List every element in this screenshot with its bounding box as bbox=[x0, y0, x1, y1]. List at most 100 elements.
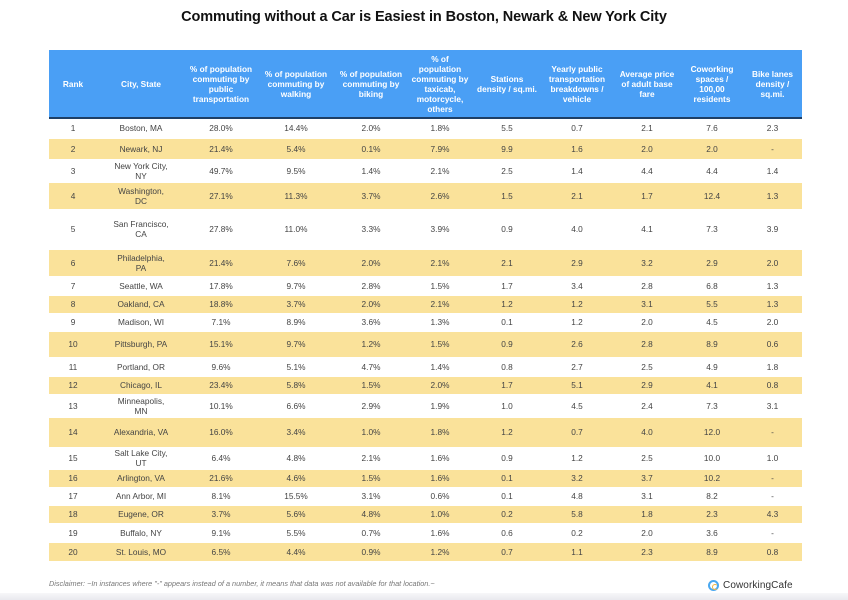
cell-city-state: Seattle, WA bbox=[97, 276, 185, 295]
cell-breakdowns: 1.1 bbox=[541, 541, 613, 562]
cell-city-state: Ann Arbor, MI bbox=[97, 487, 185, 505]
cell-public-transport: 21.6% bbox=[185, 468, 257, 488]
cell-public-transport: 3.7% bbox=[185, 504, 257, 524]
cell-rank: 17 bbox=[49, 487, 97, 505]
brand-name: CoworkingCafe bbox=[723, 580, 793, 591]
cell-city-state: Oakland, CA bbox=[97, 294, 185, 314]
cell-city-state: San Francisco, CA bbox=[97, 209, 185, 249]
column-header-taxi-other: % of population commuting by taxicab, mo… bbox=[407, 50, 473, 119]
coworkingcafe-logo-icon bbox=[708, 580, 719, 591]
cell-base-fare: 2.4 bbox=[613, 394, 681, 417]
cell-stations-density: 9.9 bbox=[473, 137, 541, 160]
cell-base-fare: 2.9 bbox=[613, 375, 681, 395]
cell-biking: 4.8% bbox=[335, 504, 407, 524]
cell-biking: 2.8% bbox=[335, 276, 407, 295]
cell-walking: 4.4% bbox=[257, 541, 335, 562]
cell-breakdowns: 4.0 bbox=[541, 209, 613, 249]
cell-rank: 6 bbox=[49, 248, 97, 277]
cell-bike-lanes-density: 1.0 bbox=[743, 447, 802, 469]
table-row: 2 Newark, NJ 21.4% 5.4% 0.1% 7.9% 9.9 1.6 2.0 2.0… bbox=[49, 137, 802, 160]
cell-taxi-other: 7.9% bbox=[407, 137, 473, 160]
table-row: 13 Minneapolis, MN 10.1% 6.6% 2.9% 1.9% 1.0 4.5… bbox=[49, 394, 802, 417]
cell-bike-lanes-density: - bbox=[743, 137, 802, 160]
cell-taxi-other: 2.1% bbox=[407, 159, 473, 182]
cell-rank: 16 bbox=[49, 468, 97, 488]
cell-stations-density: 0.2 bbox=[473, 504, 541, 524]
cell-rank: 4 bbox=[49, 181, 97, 210]
cell-taxi-other: 1.4% bbox=[407, 357, 473, 376]
cell-rank: 9 bbox=[49, 313, 97, 331]
cell-bike-lanes-density: 1.4 bbox=[743, 159, 802, 182]
cell-biking: 0.9% bbox=[335, 541, 407, 562]
cell-stations-density: 0.7 bbox=[473, 541, 541, 562]
cell-city-state: New York City, NY bbox=[97, 159, 185, 182]
cell-bike-lanes-density: 1.8 bbox=[743, 357, 802, 376]
cell-biking: 1.5% bbox=[335, 375, 407, 395]
cell-taxi-other: 3.9% bbox=[407, 209, 473, 249]
cell-coworking-spaces: 7.3 bbox=[681, 209, 743, 249]
column-header-public-transport: % of population commuting by public tran… bbox=[185, 50, 257, 119]
cell-biking: 1.4% bbox=[335, 159, 407, 182]
cell-base-fare: 2.1 bbox=[613, 118, 681, 138]
cell-public-transport: 27.1% bbox=[185, 181, 257, 210]
cell-public-transport: 21.4% bbox=[185, 248, 257, 277]
table-row: 12 Chicago, IL 23.4% 5.8% 1.5% 2.0% 1.7 5.1 2.9 4… bbox=[49, 375, 802, 395]
cell-rank: 2 bbox=[49, 137, 97, 160]
cell-rank: 13 bbox=[49, 394, 97, 417]
cell-base-fare: 2.0 bbox=[613, 523, 681, 542]
cell-breakdowns: 2.7 bbox=[541, 357, 613, 376]
cell-taxi-other: 1.0% bbox=[407, 504, 473, 524]
column-header-biking: % of population commuting by biking bbox=[335, 50, 407, 119]
cell-breakdowns: 0.7 bbox=[541, 416, 613, 448]
cell-rank: 15 bbox=[49, 447, 97, 469]
cell-breakdowns: 1.2 bbox=[541, 294, 613, 314]
table-row: 17 Ann Arbor, MI 8.1% 15.5% 3.1% 0.6% 0.1 4.8 3.… bbox=[49, 487, 802, 505]
cell-stations-density: 0.1 bbox=[473, 313, 541, 331]
cell-bike-lanes-density: 3.9 bbox=[743, 209, 802, 249]
column-header-breakdowns: Yearly public transportation breakdowns … bbox=[541, 50, 613, 119]
cell-coworking-spaces: 8.9 bbox=[681, 330, 743, 358]
cell-base-fare: 2.0 bbox=[613, 137, 681, 160]
cell-public-transport: 6.5% bbox=[185, 541, 257, 562]
cell-city-state: Newark, NJ bbox=[97, 137, 185, 160]
cell-public-transport: 16.0% bbox=[185, 416, 257, 448]
cell-coworking-spaces: 8.2 bbox=[681, 487, 743, 505]
table-row: 11 Portland, OR 9.6% 5.1% 4.7% 1.4% 0.8 2.7 2.5 4… bbox=[49, 357, 802, 376]
cell-city-state: Portland, OR bbox=[97, 357, 185, 376]
cell-public-transport: 8.1% bbox=[185, 487, 257, 505]
cell-stations-density: 2.5 bbox=[473, 159, 541, 182]
cell-rank: 3 bbox=[49, 159, 97, 182]
cell-rank: 10 bbox=[49, 330, 97, 358]
cell-walking: 9.5% bbox=[257, 159, 335, 182]
cell-bike-lanes-density: 2.0 bbox=[743, 248, 802, 277]
cell-walking: 3.7% bbox=[257, 294, 335, 314]
cell-breakdowns: 0.7 bbox=[541, 118, 613, 138]
column-header-bike-lanes-density: Bike lanes density / sq.mi. bbox=[743, 50, 802, 119]
cell-stations-density: 2.1 bbox=[473, 248, 541, 277]
cell-city-state: Buffalo, NY bbox=[97, 523, 185, 542]
cell-stations-density: 0.1 bbox=[473, 487, 541, 505]
cell-public-transport: 28.0% bbox=[185, 118, 257, 138]
table-row: 8 Oakland, CA 18.8% 3.7% 2.0% 2.1% 1.2 1.2 3.1 5.… bbox=[49, 294, 802, 314]
cell-stations-density: 1.2 bbox=[473, 294, 541, 314]
cell-city-state: Philadelphia, PA bbox=[97, 248, 185, 277]
cell-public-transport: 6.4% bbox=[185, 447, 257, 469]
cell-breakdowns: 1.4 bbox=[541, 159, 613, 182]
cell-coworking-spaces: 5.5 bbox=[681, 294, 743, 314]
cell-biking: 2.0% bbox=[335, 248, 407, 277]
cell-coworking-spaces: 12.0 bbox=[681, 416, 743, 448]
cell-public-transport: 9.1% bbox=[185, 523, 257, 542]
cell-taxi-other: 1.3% bbox=[407, 313, 473, 331]
cell-bike-lanes-density: 1.3 bbox=[743, 276, 802, 295]
cell-public-transport: 21.4% bbox=[185, 137, 257, 160]
table-row: 5 San Francisco, CA 27.8% 11.0% 3.3% 3.9% 0.9 4… bbox=[49, 209, 802, 249]
cell-base-fare: 2.3 bbox=[613, 541, 681, 562]
cell-base-fare: 2.0 bbox=[613, 313, 681, 331]
cell-coworking-spaces: 6.8 bbox=[681, 276, 743, 295]
table-row: 6 Philadelphia, PA 21.4% 7.6% 2.0% 2.1% 2.1 2.9… bbox=[49, 248, 802, 277]
cell-taxi-other: 1.6% bbox=[407, 523, 473, 542]
cell-base-fare: 4.0 bbox=[613, 416, 681, 448]
cell-coworking-spaces: 10.2 bbox=[681, 468, 743, 488]
cell-coworking-spaces: 10.0 bbox=[681, 447, 743, 469]
cell-stations-density: 1.7 bbox=[473, 375, 541, 395]
